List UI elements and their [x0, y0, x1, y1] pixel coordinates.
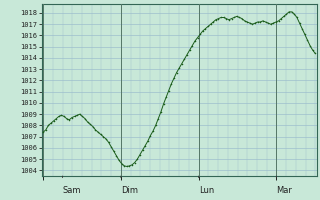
Text: Lun: Lun: [199, 186, 214, 195]
Text: Sam: Sam: [63, 186, 81, 195]
Text: Mar: Mar: [276, 186, 292, 195]
Text: Dim: Dim: [121, 186, 138, 195]
